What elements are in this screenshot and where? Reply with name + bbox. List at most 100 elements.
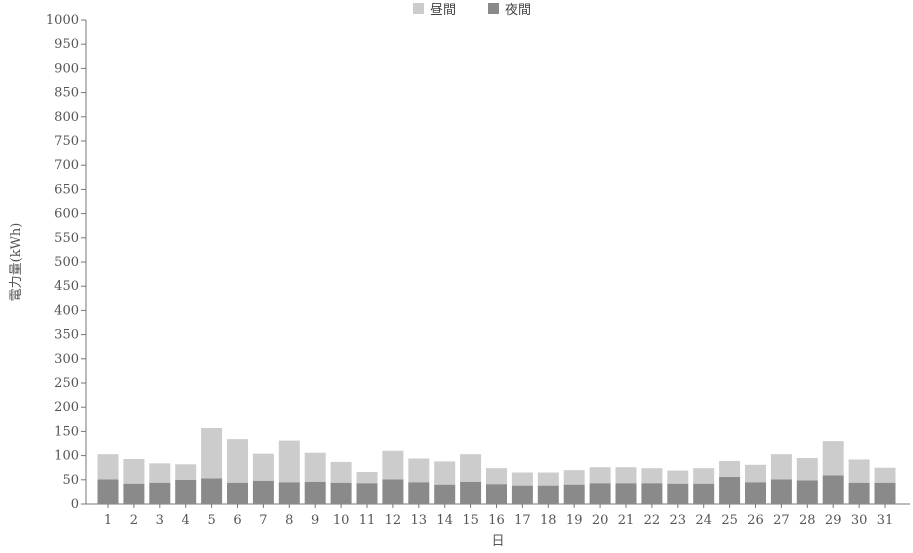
x-axis-title: 日 bbox=[491, 534, 504, 549]
x-tick-label: 16 bbox=[488, 513, 505, 528]
bar-nighttime-day-8 bbox=[278, 482, 300, 504]
x-tick-label: 13 bbox=[411, 513, 428, 528]
bar-daytime-day-8 bbox=[278, 440, 300, 483]
x-tick-label: 9 bbox=[311, 513, 319, 528]
bar-daytime-day-31 bbox=[874, 467, 896, 483]
bar-nighttime-day-18 bbox=[537, 485, 559, 504]
bar-nighttime-day-22 bbox=[641, 483, 663, 504]
bar-nighttime-day-31 bbox=[874, 482, 896, 504]
bar-nighttime-day-28 bbox=[796, 480, 818, 504]
y-tick-label: 350 bbox=[54, 328, 79, 343]
bar-nighttime-day-1 bbox=[97, 479, 119, 504]
bar-nighttime-day-24 bbox=[693, 483, 715, 504]
bar-nighttime-day-13 bbox=[408, 482, 430, 504]
y-axis-title: 電力量(kWh) bbox=[9, 223, 24, 302]
bar-nighttime-day-3 bbox=[149, 482, 171, 504]
bar-daytime-day-5 bbox=[201, 428, 223, 479]
x-tick-label: 27 bbox=[773, 513, 790, 528]
bar-daytime-day-12 bbox=[382, 450, 404, 480]
bars bbox=[97, 428, 896, 504]
bar-daytime-day-27 bbox=[770, 454, 792, 480]
legend: 昼間 夜間 bbox=[413, 3, 531, 18]
y-tick-label: 650 bbox=[54, 182, 79, 197]
y-tick-label: 150 bbox=[54, 424, 79, 439]
bar-daytime-day-7 bbox=[252, 453, 274, 481]
x-tick-label: 3 bbox=[156, 513, 164, 528]
bar-nighttime-day-19 bbox=[563, 484, 585, 504]
bar-daytime-day-2 bbox=[123, 458, 145, 484]
x-tick-label: 7 bbox=[259, 513, 267, 528]
bar-daytime-day-26 bbox=[745, 464, 766, 483]
bar-daytime-day-16 bbox=[486, 468, 507, 485]
y-tick-label: 300 bbox=[54, 352, 79, 367]
y-tick-label: 400 bbox=[54, 303, 79, 318]
y-tick-label: 850 bbox=[54, 86, 79, 101]
x-tick-label: 31 bbox=[877, 513, 894, 528]
bar-daytime-day-21 bbox=[615, 467, 637, 484]
bar-daytime-day-3 bbox=[149, 463, 171, 483]
x-tick-label: 20 bbox=[592, 513, 609, 528]
bar-nighttime-day-21 bbox=[615, 483, 637, 504]
x-tick-label: 14 bbox=[436, 513, 453, 528]
x-tick-label: 18 bbox=[540, 513, 557, 528]
bar-nighttime-day-20 bbox=[589, 483, 611, 504]
bar-daytime-day-19 bbox=[563, 470, 585, 485]
bar-nighttime-day-29 bbox=[822, 475, 844, 504]
x-tick-label: 5 bbox=[207, 513, 215, 528]
y-tick-label: 0 bbox=[71, 497, 79, 512]
bar-nighttime-day-2 bbox=[123, 483, 145, 504]
bar-daytime-day-29 bbox=[822, 441, 844, 476]
x-tick-label: 4 bbox=[182, 513, 190, 528]
x-tick-label: 15 bbox=[462, 513, 479, 528]
bar-nighttime-day-30 bbox=[848, 482, 870, 504]
bar-daytime-day-14 bbox=[434, 461, 456, 485]
x-ticks: 1 2 3 4 5 6 7 8 9 10 11 12 13 14 15 16 17 18 19 20 21 22 23 24 2… bbox=[104, 504, 893, 528]
y-tick-label: 100 bbox=[54, 449, 79, 464]
x-tick-label: 21 bbox=[618, 513, 635, 528]
x-tick-label: 23 bbox=[670, 513, 687, 528]
bar-daytime-day-18 bbox=[537, 472, 559, 486]
bar-daytime-day-30 bbox=[848, 459, 870, 483]
x-tick-label: 25 bbox=[721, 513, 738, 528]
y-tick-label: 900 bbox=[54, 61, 79, 76]
x-tick-label: 22 bbox=[644, 513, 661, 528]
bar-daytime-day-9 bbox=[304, 452, 326, 482]
bar-daytime-day-20 bbox=[589, 467, 611, 484]
bar-nighttime-day-12 bbox=[382, 479, 404, 504]
x-tick-label: 10 bbox=[333, 513, 350, 528]
bar-nighttime-day-26 bbox=[745, 482, 766, 504]
bar-nighttime-day-23 bbox=[667, 483, 689, 504]
bar-daytime-day-6 bbox=[227, 439, 248, 483]
bar-nighttime-day-15 bbox=[460, 481, 482, 504]
y-tick-label: 250 bbox=[54, 376, 79, 391]
x-tick-label: 29 bbox=[825, 513, 842, 528]
bar-nighttime-day-14 bbox=[434, 484, 456, 504]
bar-nighttime-day-27 bbox=[770, 479, 792, 504]
x-tick-label: 28 bbox=[799, 513, 816, 528]
bar-nighttime-day-5 bbox=[201, 478, 223, 504]
y-tick-label: 600 bbox=[54, 207, 79, 222]
bar-daytime-day-15 bbox=[460, 454, 482, 482]
x-tick-label: 24 bbox=[695, 513, 712, 528]
legend-label-nighttime: 夜間 bbox=[505, 3, 531, 18]
x-tick-label: 2 bbox=[130, 513, 138, 528]
bar-nighttime-day-25 bbox=[719, 476, 741, 504]
bar-nighttime-day-16 bbox=[486, 484, 507, 504]
bar-daytime-day-28 bbox=[796, 458, 818, 481]
legend-label-daytime: 昼間 bbox=[430, 3, 456, 18]
bar-nighttime-day-9 bbox=[304, 481, 326, 504]
legend-swatch-daytime bbox=[413, 3, 424, 14]
y-ticks: 0 50 100 150 200 250 300 350 400 450 500 550 600 650 7… bbox=[46, 13, 86, 512]
bar-daytime-day-17 bbox=[511, 472, 533, 486]
x-tick-label: 19 bbox=[566, 513, 583, 528]
bar-nighttime-day-6 bbox=[227, 482, 248, 504]
x-tick-label: 11 bbox=[359, 513, 376, 528]
bar-daytime-day-23 bbox=[667, 470, 689, 484]
x-tick-label: 30 bbox=[851, 513, 868, 528]
y-tick-label: 500 bbox=[54, 255, 79, 270]
y-tick-label: 800 bbox=[54, 110, 79, 125]
bar-daytime-day-4 bbox=[175, 464, 197, 480]
x-tick-label: 17 bbox=[514, 513, 531, 528]
x-tick-label: 12 bbox=[385, 513, 402, 528]
